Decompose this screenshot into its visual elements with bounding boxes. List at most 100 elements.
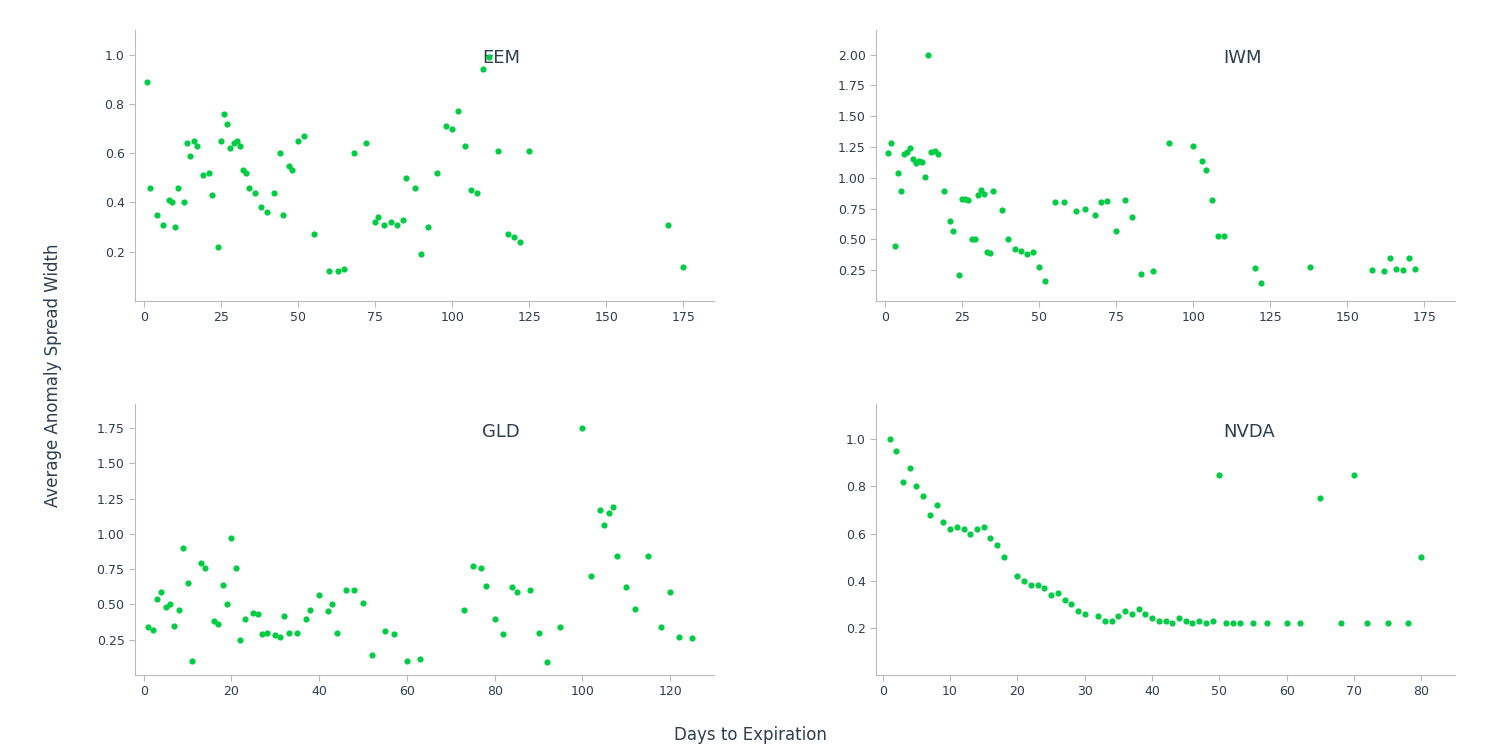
Point <box>972 520 996 532</box>
Point <box>483 613 507 625</box>
Point <box>202 615 226 627</box>
Point <box>518 584 542 596</box>
Text: Average Anomaly Spread Width: Average Anomaly Spread Width <box>44 243 62 507</box>
Point <box>249 202 273 214</box>
Point <box>424 167 448 179</box>
Point <box>394 172 418 184</box>
Point <box>316 605 340 617</box>
Point <box>1066 605 1090 617</box>
Point <box>200 189 223 201</box>
Point <box>292 130 316 142</box>
Point <box>465 187 489 199</box>
Text: EEM: EEM <box>483 49 520 67</box>
Point <box>896 146 920 158</box>
Point <box>1194 164 1218 176</box>
Point <box>360 650 384 662</box>
Point <box>363 216 387 228</box>
Point <box>897 461 921 473</box>
Point <box>166 604 190 616</box>
Point <box>940 225 964 237</box>
Point <box>1005 570 1029 582</box>
Point <box>910 156 934 168</box>
Point <box>166 182 190 194</box>
Point <box>144 209 168 220</box>
Point <box>1173 615 1197 627</box>
Point <box>1095 195 1119 207</box>
Point <box>597 507 621 519</box>
Point <box>932 516 956 528</box>
Point <box>1396 252 1420 264</box>
Point <box>1032 582 1056 594</box>
Point <box>588 504 612 516</box>
Point <box>918 509 942 520</box>
Point <box>1227 617 1251 629</box>
Point <box>394 655 418 667</box>
Point <box>1052 196 1076 208</box>
Point <box>891 476 915 488</box>
Text: IWM: IWM <box>1224 49 1262 67</box>
Point <box>1221 617 1245 629</box>
Point <box>146 592 170 604</box>
Point <box>138 182 162 194</box>
Point <box>474 580 498 592</box>
Point <box>966 189 990 201</box>
Point <box>302 229 326 241</box>
Point <box>876 147 900 159</box>
Point <box>189 557 213 569</box>
Point <box>453 140 477 152</box>
Point <box>1022 246 1046 258</box>
Point <box>219 142 243 154</box>
Point <box>366 211 390 223</box>
Point <box>495 229 519 241</box>
Point <box>219 532 243 544</box>
Point <box>1104 225 1128 237</box>
Point <box>1208 469 1231 481</box>
Point <box>1074 202 1098 214</box>
Point <box>190 170 214 182</box>
Point <box>135 76 159 88</box>
Point <box>285 627 309 639</box>
Point <box>904 157 928 169</box>
Point <box>246 608 270 620</box>
Point <box>670 260 694 272</box>
Point <box>1390 264 1414 276</box>
Point <box>518 145 542 157</box>
Point <box>477 51 501 63</box>
Point <box>879 137 903 149</box>
Point <box>1059 598 1083 610</box>
Point <box>957 194 981 206</box>
Point <box>1100 615 1124 627</box>
Point <box>333 584 357 596</box>
Point <box>882 239 906 251</box>
Point <box>294 613 318 625</box>
Point <box>1161 617 1185 629</box>
Point <box>222 137 246 149</box>
Point <box>503 231 526 243</box>
Point <box>536 656 560 668</box>
Point <box>392 214 416 226</box>
Point <box>972 188 996 200</box>
Point <box>172 196 196 208</box>
Point <box>1384 263 1408 275</box>
Point <box>1342 469 1366 481</box>
Point <box>316 266 340 278</box>
Point <box>378 216 402 228</box>
Point <box>153 602 177 613</box>
Point <box>1083 209 1107 220</box>
Point <box>1019 580 1042 592</box>
Point <box>1376 617 1400 629</box>
Point <box>920 146 944 158</box>
Point <box>210 579 234 591</box>
Point <box>1360 264 1384 276</box>
Point <box>1329 617 1353 629</box>
Point <box>486 145 510 157</box>
Point <box>1113 194 1137 206</box>
Point <box>1402 263 1426 275</box>
Point <box>1120 608 1144 619</box>
Point <box>656 219 680 231</box>
Point <box>1148 615 1172 627</box>
Point <box>680 632 703 644</box>
Point <box>878 433 902 445</box>
Point <box>150 586 174 598</box>
Point <box>251 628 274 640</box>
